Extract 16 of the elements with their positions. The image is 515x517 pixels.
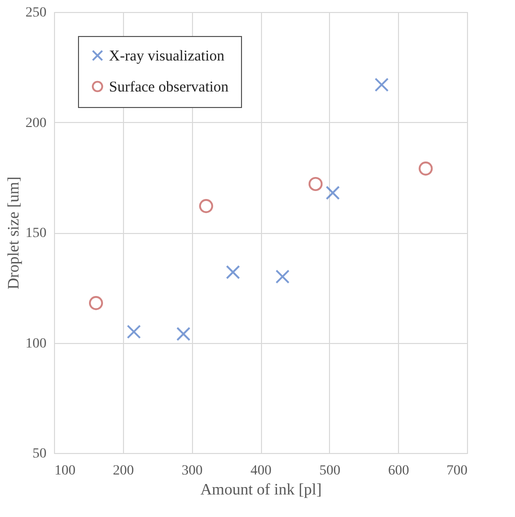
y-tick-label: 50 [32, 446, 46, 462]
y-tick-label: 150 [26, 226, 46, 241]
x-tick-label: 300 [182, 464, 203, 478]
x-axis-title: Amount of ink [pl] [200, 482, 322, 498]
x-tick-label: 500 [319, 464, 340, 478]
y-axis-title: Droplet size [um] [6, 176, 22, 290]
x-tick-label: 400 [250, 464, 272, 478]
y-tick-label: 250 [26, 6, 46, 20]
y-tick-label: 100 [26, 336, 46, 352]
legend-label: X-ray visualization [109, 48, 225, 64]
x-tick-label: 100 [54, 464, 76, 478]
x-tick-label: 600 [388, 464, 410, 478]
legend-label: Surface observation [109, 80, 230, 96]
x-tick-label: 700 [446, 464, 468, 478]
x-tick-label: 200 [112, 464, 134, 478]
y-tick-label: 200 [26, 116, 46, 131]
